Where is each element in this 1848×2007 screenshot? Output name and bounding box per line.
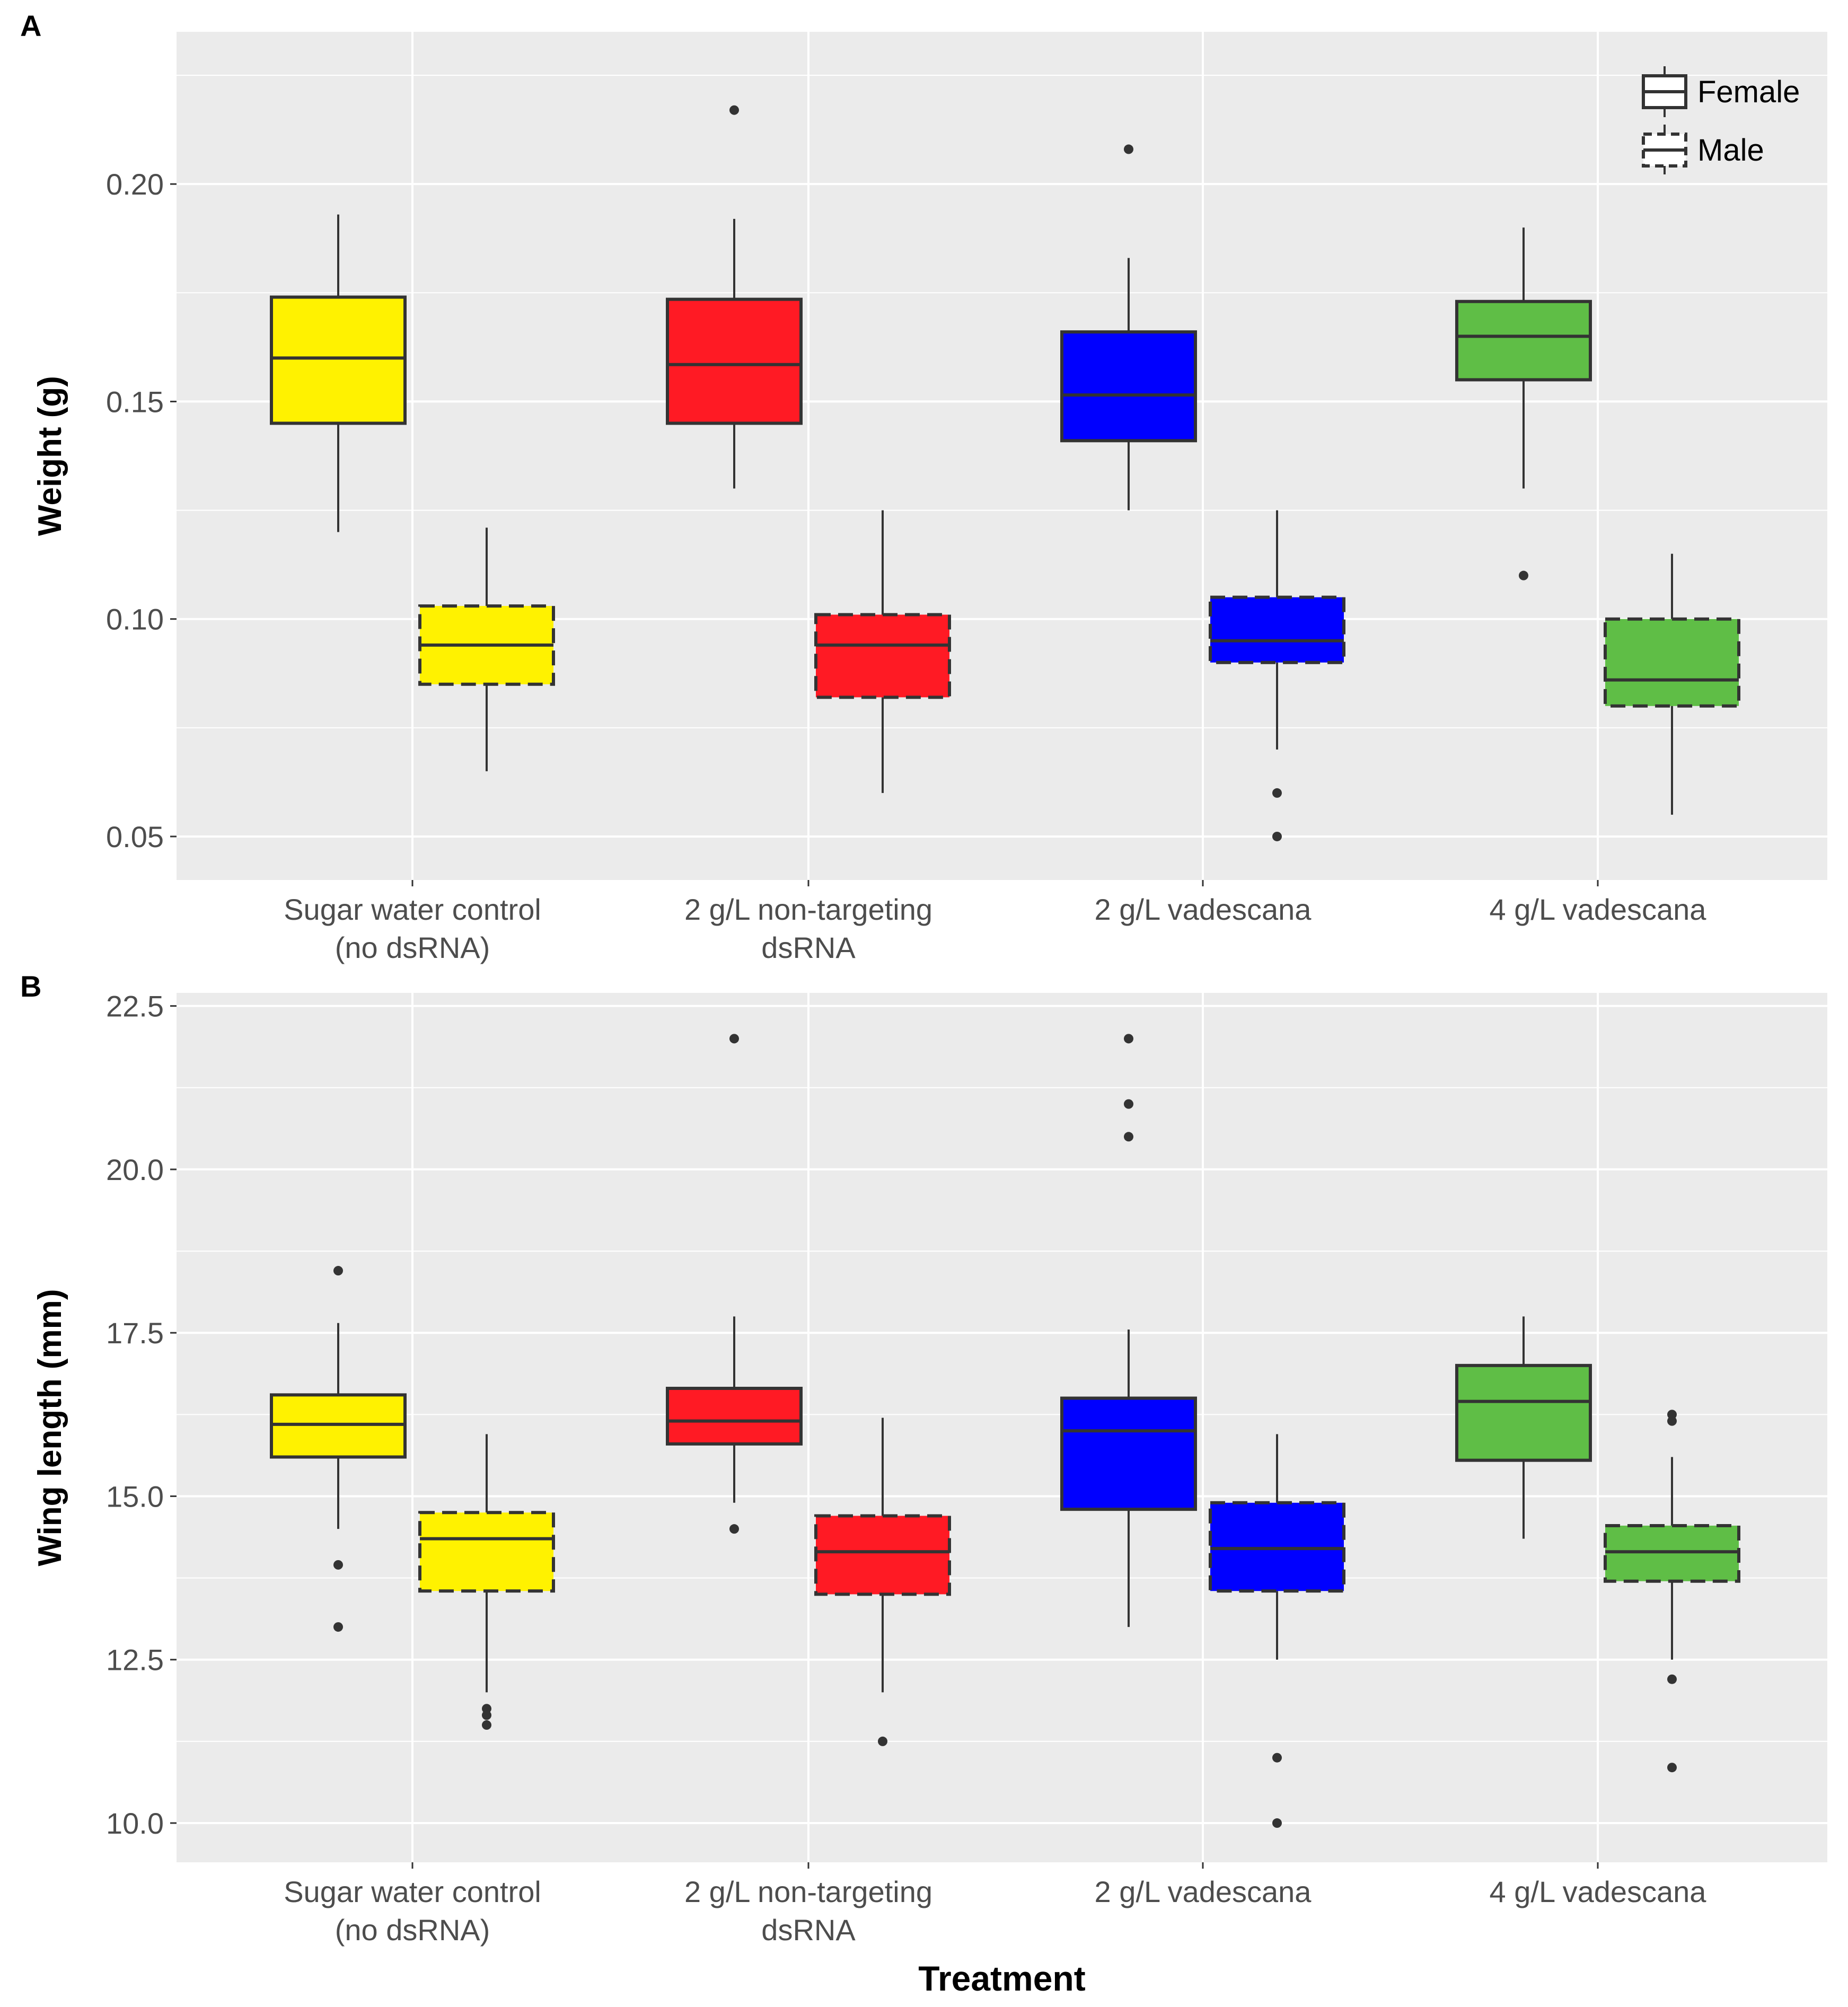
x-tick-label: 2 g/L vadescana (1095, 893, 1312, 926)
x-tick-label-line: 4 g/L vadescana (1490, 893, 1707, 926)
iqr-box (1060, 1396, 1197, 1511)
box-male-2 (1209, 510, 1345, 841)
outlier-point (1667, 1416, 1677, 1426)
iqr-box (1209, 1501, 1345, 1593)
outlier-point (1272, 788, 1282, 798)
x-tick-label: 2 g/L vadescana (1095, 1875, 1312, 1908)
legend: Female Male (1642, 66, 1800, 175)
iqr-box (1604, 1524, 1740, 1583)
x-tick-label-line: 4 g/L vadescana (1490, 1875, 1707, 1908)
x-tick-label: 2 g/L non-targeting dsRNA (684, 1875, 932, 1947)
outlier-point (333, 1560, 343, 1570)
y-tick-label: 17.5 (106, 1316, 164, 1350)
x-tick-label-line: 2 g/L non-targeting (684, 893, 932, 926)
box-female-1 (666, 1034, 803, 1534)
iqr-box (814, 613, 951, 699)
box-female-2 (1060, 1034, 1197, 1627)
iqr-box (666, 297, 803, 425)
iqr-box (418, 1511, 555, 1593)
outlier-point (1272, 831, 1282, 841)
box-male-2 (1209, 1434, 1345, 1828)
box-female-0 (270, 214, 407, 532)
box-male-1 (814, 1418, 951, 1746)
x-tick-label-line: dsRNA (761, 931, 856, 964)
outlier-point (1519, 570, 1528, 580)
box-female-2 (1060, 144, 1197, 510)
panel-label: B (20, 970, 41, 1003)
box-female-1 (666, 105, 803, 489)
outlier-point (1667, 1763, 1677, 1773)
outlier-point (1124, 1034, 1133, 1044)
y-tick-label: 15.0 (106, 1480, 164, 1513)
x-tick-label-line: (no dsRNA) (335, 1913, 490, 1947)
y-tick-label: 10.0 (106, 1807, 164, 1840)
outlier-point (1667, 1674, 1677, 1684)
box-female-3 (1455, 227, 1592, 580)
y-tick-label: 0.05 (106, 820, 164, 853)
x-tick-label: Sugar water control (no dsRNA) (284, 1875, 541, 1947)
iqr-box (1060, 330, 1197, 443)
x-tick-label-line: (no dsRNA) (335, 931, 490, 964)
outlier-point (729, 1524, 739, 1534)
panel-b: 10.0 12.5 15.0 17.5 20.0 22.5 Sugar water cont… (20, 970, 1827, 1947)
x-tick-label-line: Sugar water control (284, 893, 541, 926)
x-axis-title: Treatment (918, 1959, 1085, 1998)
x-tick-label: Sugar water control (no dsRNA) (284, 893, 541, 964)
box-male-0 (418, 527, 555, 771)
outlier-point (1272, 1818, 1282, 1828)
x-tick-label-line: Sugar water control (284, 1875, 541, 1908)
box-female-3 (1455, 1316, 1592, 1539)
x-tick-label: 4 g/L vadescana (1490, 893, 1707, 926)
box-male-0 (418, 1434, 555, 1730)
x-tick-label: 4 g/L vadescana (1490, 1875, 1707, 1908)
iqr-box (666, 1387, 803, 1446)
y-axis-label: Wing length (mm) (32, 1289, 68, 1566)
outlier-point (729, 105, 739, 115)
y-tick-label: 0.15 (106, 385, 164, 418)
outlier-point (729, 1034, 739, 1044)
panel-background (177, 32, 1827, 880)
outlier-point (482, 1710, 491, 1720)
x-tick-label-line: dsRNA (761, 1913, 856, 1947)
outlier-point (1667, 1410, 1677, 1420)
x-tick-label-line: 2 g/L non-targeting (684, 1875, 932, 1908)
outlier-point (878, 1736, 887, 1746)
y-tick-label: 0.20 (106, 168, 164, 201)
y-tick-label: 0.10 (106, 603, 164, 636)
box-male-3 (1604, 553, 1740, 815)
outlier-point (333, 1622, 343, 1632)
outlier-point (1124, 1099, 1133, 1109)
iqr-box (1604, 617, 1740, 708)
box-male-3 (1604, 1410, 1740, 1773)
iqr-box (270, 1393, 407, 1459)
legend-entry-female: Female (1642, 66, 1800, 117)
legend-label: Female (1697, 75, 1800, 109)
iqr-box (270, 295, 407, 425)
iqr-box (1455, 1363, 1592, 1462)
outlier-point (333, 1266, 343, 1276)
outlier-point (1124, 1132, 1133, 1142)
iqr-box (1455, 300, 1592, 382)
y-axis-label: Weight (g) (32, 376, 68, 536)
outlier-point (482, 1720, 491, 1730)
panel-a: 0.05 0.10 0.15 0.20 Sugar water control (no d… (20, 9, 1827, 964)
outlier-point (1272, 1753, 1282, 1763)
box-male-1 (814, 510, 951, 793)
x-tick-label-line: 2 g/L vadescana (1095, 893, 1312, 926)
x-tick-label-line: 2 g/L vadescana (1095, 1875, 1312, 1908)
outlier-point (1124, 144, 1133, 154)
box-female-0 (270, 1266, 407, 1632)
iqr-box (1209, 595, 1345, 664)
iqr-box (814, 1514, 951, 1596)
y-tick-label: 12.5 (106, 1643, 164, 1677)
legend-label: Male (1697, 133, 1764, 168)
panel-label: A (20, 9, 41, 42)
y-tick-label: 22.5 (106, 990, 164, 1023)
legend-entry-male: Male (1642, 125, 1764, 175)
outlier-point (482, 1704, 491, 1714)
y-tick-label: 20.0 (106, 1153, 164, 1186)
x-tick-label: 2 g/L non-targeting dsRNA (684, 893, 932, 964)
